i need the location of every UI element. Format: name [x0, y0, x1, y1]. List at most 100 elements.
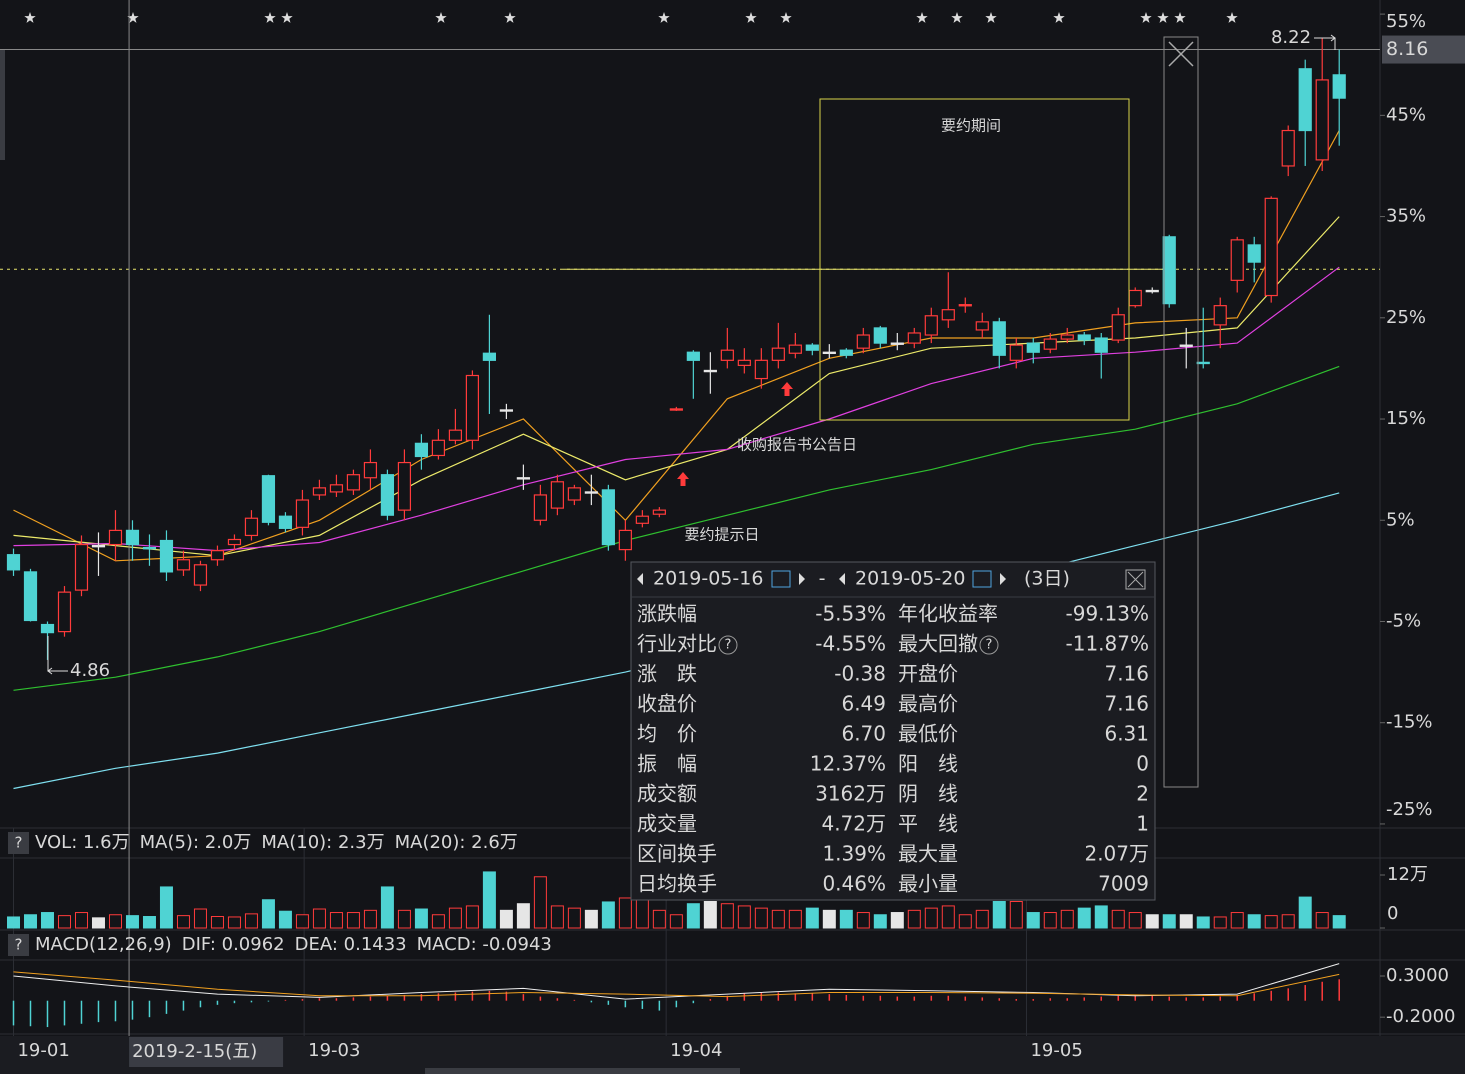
- stat-value: 0.46%: [822, 872, 886, 896]
- volume-bar: [6, 916, 20, 929]
- star-icon: [1140, 12, 1152, 23]
- stat-label: 最小量: [898, 872, 958, 896]
- date-step-button[interactable]: [799, 573, 805, 585]
- date-label: 19-03: [308, 1040, 360, 1061]
- volume-bar: [1213, 916, 1227, 929]
- volume-bar: [771, 909, 785, 929]
- candle-body: [431, 439, 446, 457]
- range-days: (3日): [1024, 568, 1070, 590]
- volume-bar: [159, 886, 173, 929]
- star-icon: [951, 12, 963, 23]
- date-step-button[interactable]: [637, 573, 643, 585]
- candle-body: [686, 351, 700, 361]
- vol-tick-label: 12万: [1387, 864, 1428, 885]
- date-label: 19-01: [17, 1040, 69, 1061]
- volume-bar: [57, 915, 71, 929]
- volume-bar: [839, 909, 853, 929]
- panel-header-item: MA(20): 2.6万: [395, 832, 518, 853]
- volume-bar: [261, 899, 275, 929]
- stats-panel: [630, 561, 1156, 901]
- volume-bar: [584, 909, 598, 929]
- calendar-icon[interactable]: [771, 570, 791, 588]
- range-start[interactable]: 2019-05-16: [653, 568, 763, 590]
- candle-body: [74, 543, 89, 591]
- help-icon[interactable]: [979, 635, 999, 655]
- candle-body: [499, 409, 513, 412]
- stat-value: 6.49: [841, 692, 886, 716]
- volume-bar: [1315, 912, 1329, 929]
- volume-bar: [1162, 914, 1176, 929]
- volume-bar: [465, 905, 479, 929]
- stat-label: 阴 线: [898, 782, 958, 806]
- volume-bar: [125, 915, 139, 929]
- scrollbar[interactable]: [425, 1068, 740, 1074]
- stat-label: 区间换手: [637, 842, 717, 866]
- candle-body: [397, 461, 412, 511]
- candle-body: [1043, 338, 1057, 350]
- star-icon: [1174, 12, 1186, 23]
- date-step-button[interactable]: [839, 573, 845, 585]
- volume-bar: [23, 914, 37, 929]
- candle-body: [312, 487, 327, 496]
- volume-bar: [1026, 912, 1040, 929]
- star-icon: [264, 12, 276, 23]
- candle-body: [346, 474, 361, 491]
- vol-tick-label: 0: [1387, 903, 1398, 924]
- stat-value: 1: [1136, 812, 1149, 836]
- volume-bar: [176, 915, 190, 929]
- star-icon: [1157, 12, 1169, 23]
- stat-label: 成交额: [637, 782, 697, 806]
- macd-tick-label: -0.2000: [1386, 1006, 1455, 1027]
- calendar-icon[interactable]: [972, 570, 992, 588]
- volume-bar: [91, 917, 105, 929]
- panel-header-item: MACD(12,26,9): [35, 934, 172, 955]
- price-tag: 8.16: [1386, 38, 1428, 60]
- volume-bar: [635, 896, 649, 929]
- candle-body: [1213, 305, 1227, 326]
- star-icon: [985, 12, 997, 23]
- candle-body: [635, 515, 649, 524]
- candle-body: [601, 489, 615, 546]
- volume-bar: [74, 912, 88, 929]
- stat-label: 成交量: [637, 812, 697, 836]
- close-icon[interactable]: [1168, 41, 1194, 67]
- volume-bar: [567, 907, 581, 929]
- candle-body: [516, 477, 530, 480]
- date-tag: 2019-2-15(五): [132, 1041, 257, 1062]
- candle-body: [567, 487, 581, 501]
- volume-bar: [329, 912, 343, 929]
- volume-bar: [958, 914, 972, 929]
- low-label: 4.86: [70, 660, 110, 681]
- help-button[interactable]: [8, 934, 29, 956]
- volume-bar: [108, 914, 122, 929]
- volume-bar: [431, 914, 445, 929]
- range-end[interactable]: 2019-05-20: [855, 568, 965, 590]
- volume-bar: [210, 916, 224, 929]
- help-icon-glyph: ?: [725, 638, 732, 653]
- help-button[interactable]: [8, 832, 29, 854]
- volume-bar: [1077, 907, 1091, 929]
- scroll-strip: [0, 50, 5, 160]
- date-step-button[interactable]: [1000, 573, 1006, 585]
- candle-body: [550, 481, 564, 509]
- close-button[interactable]: [1125, 569, 1146, 590]
- stat-label: 阳 线: [898, 752, 958, 776]
- stat-label: 涨跌幅: [637, 602, 697, 626]
- candle-body: [992, 321, 1006, 356]
- volume-bar: [788, 909, 802, 929]
- candle-body: [771, 347, 785, 361]
- stat-value: -5.53%: [815, 602, 886, 626]
- candle-body: [363, 461, 378, 479]
- stat-value: 6.31: [1104, 722, 1149, 746]
- volume-bar: [1247, 914, 1261, 929]
- annotation: 要约提示日: [684, 526, 759, 544]
- close-x[interactable]: [1127, 571, 1144, 588]
- stat-value: 6.70: [841, 722, 886, 746]
- candle-body: [1315, 79, 1329, 161]
- help-icon[interactable]: [718, 635, 738, 655]
- y-tick-label: -25%: [1386, 799, 1433, 820]
- stat-value: -11.87%: [1066, 632, 1149, 656]
- candle-body: [1247, 244, 1261, 263]
- candle-body: [754, 359, 768, 380]
- date-tag-bg: [129, 1037, 284, 1067]
